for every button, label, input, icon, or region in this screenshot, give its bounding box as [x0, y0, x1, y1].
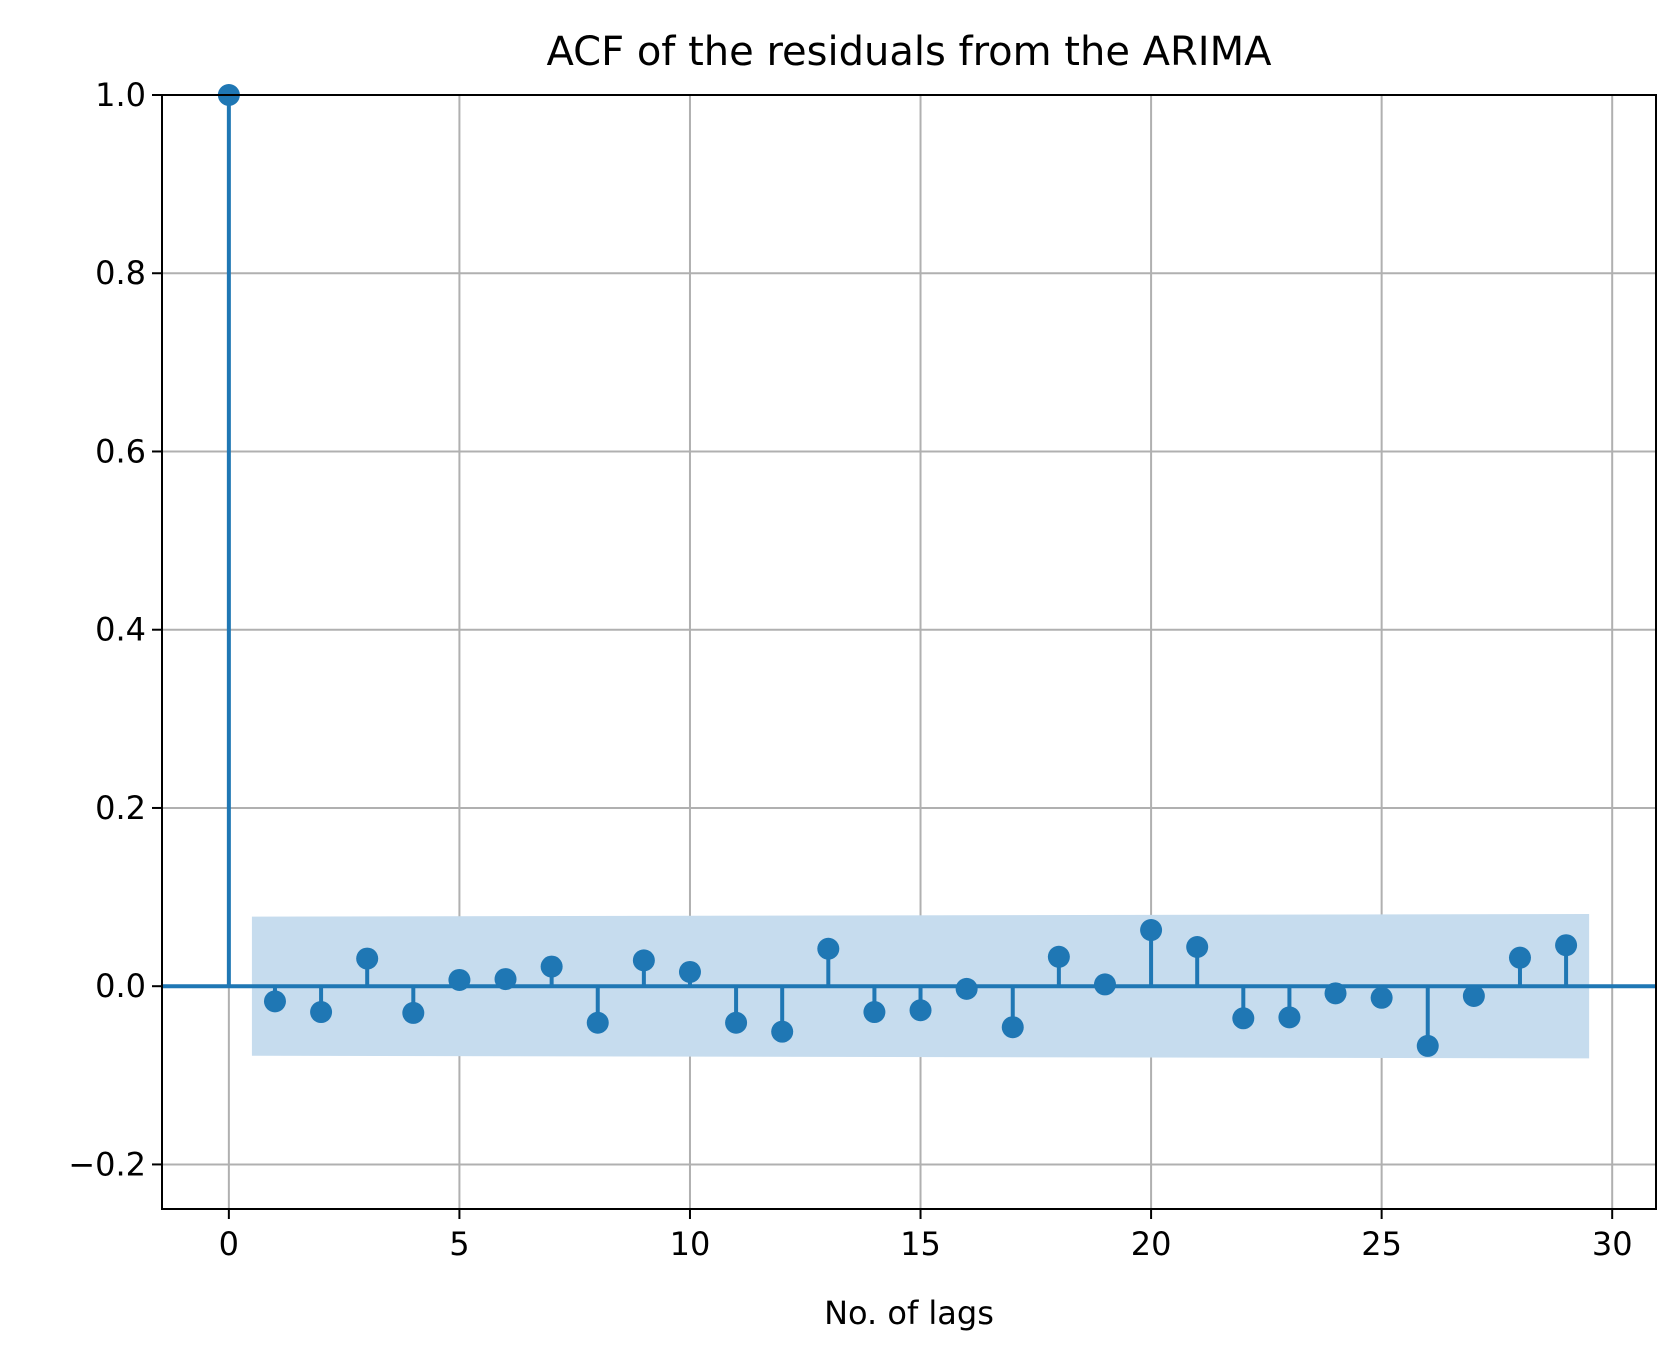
chart-title: ACF of the residuals from the ARIMA [547, 29, 1273, 75]
acf-stems [226, 95, 1569, 1046]
acf-marker [1232, 1007, 1255, 1030]
x-axis-ticks: 0 5 10 15 20 25 30 [219, 1209, 1633, 1263]
y-tick-label: −0.2 [68, 1145, 146, 1183]
x-tick-label: 20 [1131, 1225, 1172, 1263]
acf-marker [1047, 945, 1070, 968]
y-tick-label: 0.4 [95, 611, 146, 649]
acf-marker [1278, 1006, 1301, 1029]
acf-marker [1001, 1016, 1024, 1039]
plot-frame [161, 94, 1657, 1210]
acf-marker [310, 1001, 333, 1024]
acf-marker [632, 949, 655, 972]
acf-marker [1508, 946, 1531, 969]
x-axis-label: No. of lags [824, 1294, 994, 1332]
x-tick-label: 25 [1361, 1225, 1402, 1263]
y-tick-label: 1.0 [95, 76, 146, 114]
x-tick-label: 0 [219, 1225, 239, 1263]
acf-marker [1416, 1034, 1439, 1057]
acf-marker [1093, 973, 1116, 996]
y-tick-label: 0.8 [95, 254, 146, 292]
x-tick-label: 10 [670, 1225, 711, 1263]
acf-marker [1370, 986, 1393, 1009]
acf-marker [356, 947, 379, 970]
acf-marker [1462, 985, 1485, 1008]
acf-marker [678, 960, 701, 983]
acf-marker [586, 1011, 609, 1034]
acf-marker [540, 955, 563, 978]
acf-marker [494, 968, 517, 991]
acf-marker [263, 990, 286, 1013]
acf-marker [448, 968, 471, 991]
acf-marker [955, 977, 978, 1000]
y-axis-ticks: −0.2 0.0 0.2 0.4 0.6 0.8 1.0 [68, 76, 162, 1183]
acf-marker [1324, 982, 1347, 1005]
y-tick-label: 0.2 [95, 789, 146, 827]
acf-marker [1555, 934, 1578, 957]
acf-marker [1186, 935, 1209, 958]
x-tick-label: 5 [449, 1225, 469, 1263]
acf-markers [217, 84, 1578, 1057]
acf-marker [725, 1011, 748, 1034]
acf-marker [817, 937, 840, 960]
acf-marker [1140, 919, 1163, 942]
acf-marker [909, 999, 932, 1022]
acf-marker [402, 1001, 425, 1024]
x-tick-label: 30 [1592, 1225, 1633, 1263]
acf-marker [863, 1001, 886, 1024]
x-tick-label: 15 [900, 1225, 941, 1263]
y-tick-label: 0.6 [95, 432, 146, 470]
y-tick-label: 0.0 [95, 967, 146, 1005]
acf-marker [771, 1020, 794, 1043]
